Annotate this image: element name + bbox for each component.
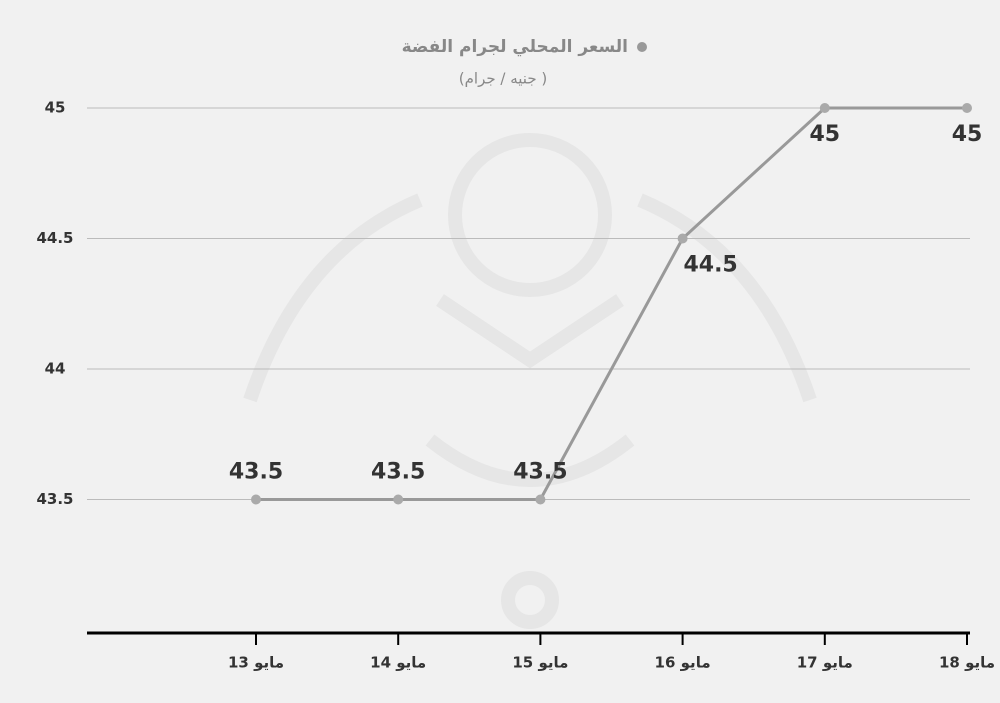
y-tick-label: 45 xyxy=(45,99,66,117)
value-label: 44.5 xyxy=(683,253,737,278)
legend-marker xyxy=(637,42,647,52)
data-point xyxy=(677,233,688,244)
value-label: 43.5 xyxy=(229,460,283,485)
x-tick-label: 14 مايو xyxy=(370,654,426,672)
chart-subtitle: (جنيه / جرام ) xyxy=(459,70,547,88)
value-label: 45 xyxy=(952,122,983,147)
value-label: 43.5 xyxy=(371,460,425,485)
value-label: 43.5 xyxy=(513,460,567,485)
x-tick-label: 18 مايو xyxy=(939,654,995,672)
series-line xyxy=(256,106,967,501)
x-tick-label: 16 مايو xyxy=(655,654,711,672)
x-tick-label: 17 مايو xyxy=(797,654,853,672)
value-label: 45 xyxy=(809,122,840,147)
x-tick-label: 15 مايو xyxy=(512,654,568,672)
data-point xyxy=(251,494,261,505)
data-point xyxy=(819,103,830,113)
data-point xyxy=(962,103,972,113)
data-point xyxy=(535,494,546,505)
y-tick-label: 43.5 xyxy=(36,490,73,508)
watermark xyxy=(243,133,817,629)
data-point xyxy=(393,494,404,505)
x-tick-label: 13 مايو xyxy=(228,654,284,672)
y-tick-label: 44 xyxy=(45,360,66,378)
legend: السعر المحلي لجرام الفضة xyxy=(402,37,647,57)
y-tick-label: 44.5 xyxy=(36,229,73,247)
legend-label: السعر المحلي لجرام الفضة xyxy=(402,37,628,57)
